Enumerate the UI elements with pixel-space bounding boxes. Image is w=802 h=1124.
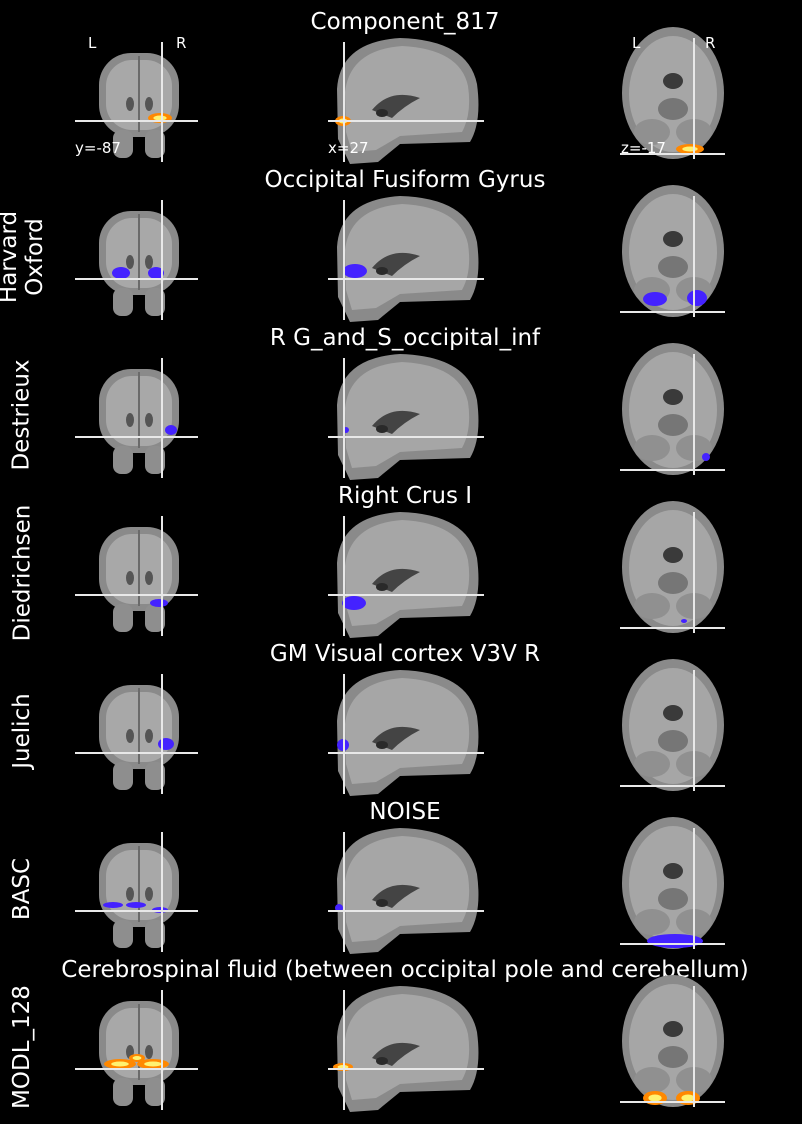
activation-blob	[702, 453, 710, 461]
coronal-slice	[99, 527, 179, 632]
sagittal-slice	[337, 354, 479, 480]
row-title: R G_and_S_occipital_inf	[269, 325, 541, 351]
atlas-row: NOISE BASC	[0, 799, 802, 962]
brain-slices	[75, 975, 725, 1112]
axial-coordinate: z=-17	[621, 139, 666, 157]
activation-core	[682, 146, 698, 152]
coronal-slice	[99, 211, 179, 316]
brain-slices	[75, 659, 725, 796]
sagittal-coordinate: x=27	[328, 139, 369, 157]
orientation-left-label: L	[88, 34, 97, 52]
activation-blob	[148, 267, 164, 279]
activation-blob	[342, 596, 366, 610]
brain-slices	[75, 501, 725, 638]
activation-core	[144, 1061, 162, 1067]
activation-blob	[687, 290, 707, 306]
activation-blob	[126, 902, 146, 908]
row-title: Occipital Fusiform Gyrus	[264, 167, 546, 193]
coronal-slice	[99, 843, 179, 948]
coronal-slice	[99, 1001, 179, 1106]
sagittal-slice	[337, 512, 479, 638]
row-title: Component_817	[310, 9, 500, 35]
brain-slices	[75, 817, 725, 954]
activation-blob	[165, 425, 177, 435]
atlas-row: Component_817 y=-87 x=27 z=-17 L R L R	[0, 9, 802, 172]
activation-blob	[643, 292, 667, 306]
axial-slice	[622, 501, 724, 633]
activation-blob	[150, 599, 168, 607]
atlas-row: GM Visual cortex V3V R Juelich	[0, 641, 802, 804]
axial-slice	[622, 817, 724, 949]
axial-slice	[622, 975, 724, 1107]
activation-blob	[103, 902, 123, 908]
coronal-slice	[99, 685, 179, 790]
sagittal-slice	[337, 670, 479, 796]
activation-blob	[681, 619, 687, 623]
brain-slices	[75, 185, 725, 322]
coronal-coordinate: y=-87	[75, 139, 121, 157]
orientation-right-label: R	[705, 34, 716, 52]
row-title: NOISE	[369, 799, 441, 825]
orientation-right-label: R	[176, 34, 187, 52]
activation-core	[648, 1094, 662, 1102]
activation-blob	[343, 264, 367, 278]
coronal-slice	[99, 369, 179, 474]
activation-blob	[158, 738, 174, 750]
activation-core	[681, 1094, 695, 1102]
sagittal-slice	[337, 38, 479, 164]
atlas-row: Right Crus I Diedrichsen	[0, 483, 802, 646]
atlas-row: Cerebrospinal fluid (between occipital p…	[0, 957, 802, 1120]
orientation-left-label: L	[632, 34, 641, 52]
activation-blob	[112, 267, 130, 279]
sagittal-slice	[337, 196, 479, 322]
atlas-row: Occipital Fusiform Gyrus Harvard Oxford	[0, 167, 802, 330]
brain-slices	[75, 27, 725, 164]
axial-slice	[622, 659, 724, 791]
activation-core	[153, 115, 167, 121]
activation-core	[111, 1061, 129, 1067]
sagittal-slice	[337, 986, 479, 1112]
atlas-row: R G_and_S_occipital_inf Destrieux	[0, 325, 802, 488]
row-title: Cerebrospinal fluid (between occipital p…	[61, 957, 749, 983]
axial-slice	[622, 185, 724, 317]
activation-core	[132, 1056, 142, 1060]
row-title: Right Crus I	[337, 483, 473, 509]
row-title: GM Visual cortex V3V R	[269, 641, 541, 667]
sagittal-slice	[337, 828, 479, 954]
brain-slices	[75, 343, 725, 480]
